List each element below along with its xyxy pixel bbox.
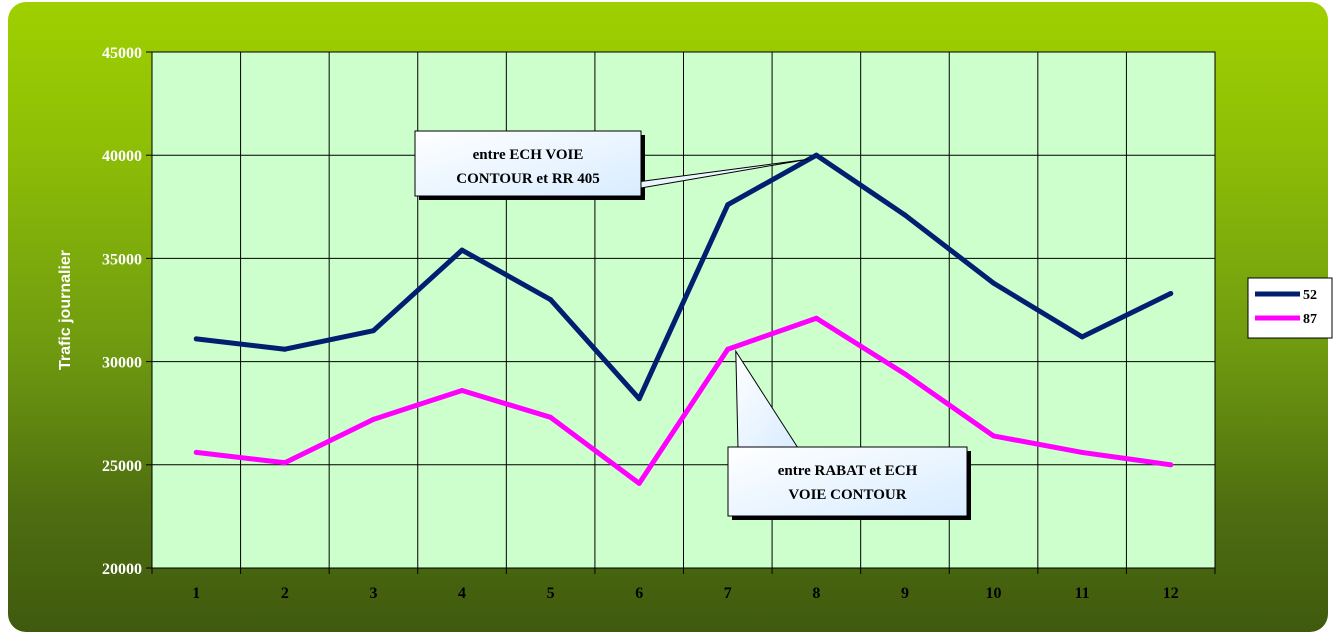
data-point bbox=[282, 460, 288, 466]
data-point bbox=[193, 449, 199, 455]
data-point bbox=[370, 416, 376, 422]
x-tick-label: 1 bbox=[192, 585, 200, 602]
y-tick-label: 45000 bbox=[102, 45, 142, 62]
x-tick-label: 10 bbox=[986, 585, 1002, 602]
x-tick-label: 8 bbox=[812, 585, 820, 602]
data-point bbox=[1168, 290, 1174, 296]
callout-text: CONTOUR et RR 405 bbox=[456, 171, 599, 187]
data-point bbox=[459, 387, 465, 393]
x-tick-label: 11 bbox=[1075, 585, 1090, 602]
x-tick-label: 12 bbox=[1163, 585, 1179, 602]
data-point bbox=[636, 396, 642, 402]
series-lines bbox=[193, 152, 1174, 486]
callout: entre ECH VOIE CONTOUR et RR 405 bbox=[414, 130, 809, 200]
callout-text: entre RABAT et ECH bbox=[778, 463, 918, 479]
y-tick-label: 35000 bbox=[102, 251, 142, 268]
x-tick-label: 3 bbox=[369, 585, 377, 602]
data-point bbox=[813, 315, 819, 321]
y-tick-label: 40000 bbox=[102, 148, 142, 165]
callouts: entre ECH VOIE CONTOUR et RR 405 entre RAB… bbox=[414, 130, 971, 520]
data-point bbox=[548, 414, 554, 420]
legend-label: 52 bbox=[1303, 288, 1317, 303]
data-point bbox=[282, 346, 288, 352]
gridlines bbox=[146, 51, 1216, 574]
data-point bbox=[725, 202, 731, 208]
y-tick-label: 25000 bbox=[102, 458, 142, 475]
x-tick-label: 9 bbox=[901, 585, 909, 602]
callout-text: VOIE CONTOUR bbox=[788, 487, 906, 503]
x-tick-label: 2 bbox=[281, 585, 289, 602]
data-point bbox=[193, 336, 199, 342]
series-line-87 bbox=[193, 315, 1174, 486]
y-tick-label: 30000 bbox=[102, 355, 142, 372]
data-point bbox=[991, 433, 997, 439]
data-point bbox=[1168, 462, 1174, 468]
data-point bbox=[813, 152, 819, 158]
callout-text: entre ECH VOIE bbox=[473, 147, 584, 163]
data-point bbox=[1079, 449, 1085, 455]
y-axis-title: Trafic journalier bbox=[57, 250, 74, 370]
x-tick-label: 7 bbox=[724, 585, 732, 602]
data-point bbox=[902, 371, 908, 377]
data-point bbox=[902, 212, 908, 218]
legend-box bbox=[1247, 277, 1333, 339]
data-point bbox=[548, 297, 554, 303]
x-tick-label: 5 bbox=[547, 585, 555, 602]
data-point bbox=[370, 328, 376, 334]
legend-label: 87 bbox=[1303, 312, 1317, 327]
data-point bbox=[991, 280, 997, 286]
series-line-52 bbox=[193, 152, 1174, 402]
callout-box bbox=[414, 130, 642, 197]
y-tick-label: 20000 bbox=[102, 561, 142, 578]
callout: entre RABAT et ECH VOIE CONTOUR bbox=[727, 349, 971, 520]
legend: 52 87 bbox=[1247, 277, 1333, 339]
data-point bbox=[459, 247, 465, 253]
x-tick-label: 4 bbox=[458, 585, 466, 602]
data-point bbox=[725, 346, 731, 352]
callout-box bbox=[727, 446, 968, 517]
data-point bbox=[1079, 334, 1085, 340]
data-point bbox=[636, 480, 642, 486]
x-tick-label: 6 bbox=[635, 585, 643, 602]
